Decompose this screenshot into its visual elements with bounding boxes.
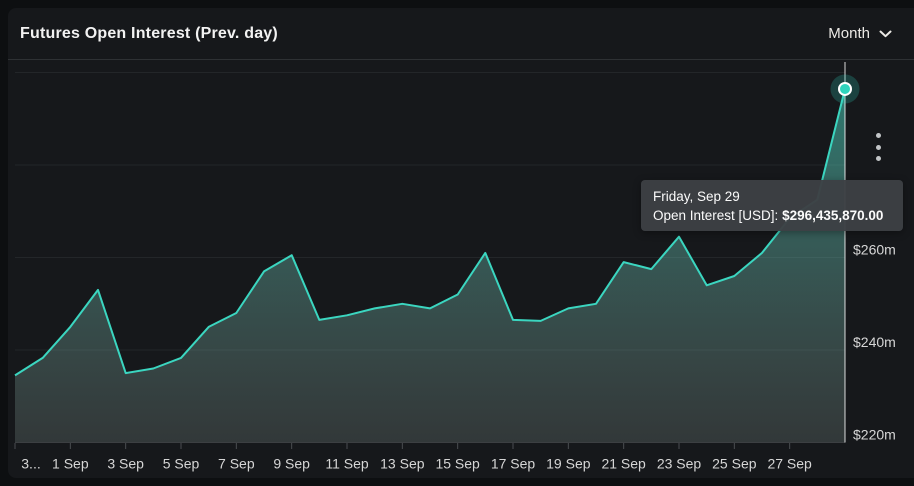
x-tick-label: 21 Sep (601, 456, 646, 472)
area-chart-canvas[interactable]: 3... 1 Sep 3 Sep 5 Sep 7 Sep 9 Sep 11 Sep 13 Se… (8, 62, 914, 478)
series-line (14, 88, 846, 377)
y-axis-label: $260m (853, 242, 896, 258)
highlighted-point-marker[interactable] (838, 81, 852, 96)
chart-title: Futures Open Interest (Prev. day) (20, 24, 278, 42)
futures-open-interest-card: Futures Open Interest (Prev. day) Month … (8, 8, 914, 478)
x-tick-label: 23 Sep (657, 456, 702, 472)
open-interest-chart[interactable]: 3... 1 Sep 3 Sep 5 Sep 7 Sep 9 Sep 11 Sep 13 Se… (8, 62, 914, 478)
x-tick-label: 11 Sep (325, 456, 369, 472)
x-tick-label: 15 Sep (435, 456, 480, 472)
x-tick-label: 17 Sep (491, 456, 536, 472)
range-selector-value: Month (828, 25, 870, 42)
x-tick-label: 7 Sep (218, 456, 255, 472)
x-tick-label: 1 Sep (52, 456, 89, 472)
x-tick-label: 5 Sep (163, 456, 200, 472)
card-header: Futures Open Interest (Prev. day) Month (8, 8, 914, 60)
chevron-down-icon (879, 30, 892, 37)
x-tick-label: 3 Sep (107, 456, 144, 472)
x-tick-label: 3... (21, 456, 40, 472)
x-tick-label: 13 Sep (380, 456, 425, 472)
area-fill (15, 89, 845, 443)
range-selector-dropdown[interactable]: Month (828, 25, 892, 42)
y-axis-label: $240m (853, 334, 896, 350)
x-tick-label: 27 Sep (767, 456, 812, 472)
y-axis-label: $220m (853, 427, 896, 443)
x-tick-label: 25 Sep (712, 456, 757, 472)
x-tick-label: 19 Sep (546, 456, 591, 472)
kebab-menu-icon[interactable] (872, 133, 884, 161)
x-tick-label: 9 Sep (273, 456, 310, 472)
